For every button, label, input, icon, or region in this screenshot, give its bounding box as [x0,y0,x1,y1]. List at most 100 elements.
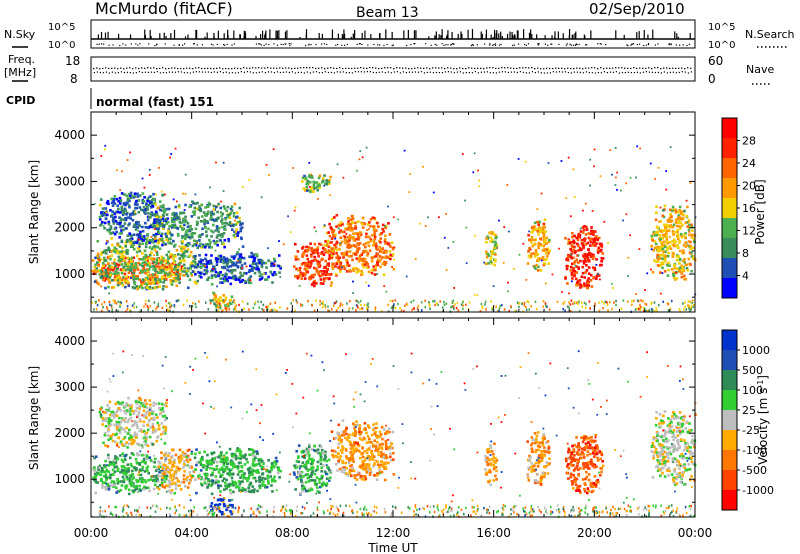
range-time-cell [195,223,199,226]
range-time-cell [116,479,119,483]
range-time-cell [224,275,227,278]
range-time-cell [236,265,240,268]
ground-scatter-cell [129,309,131,312]
ground-scatter-cell [462,300,464,304]
ground-scatter-cell [279,306,281,309]
range-time-cell [668,208,672,212]
range-time-cell [150,265,154,268]
ground-scatter-cell [111,308,114,311]
nave-point [243,71,245,73]
range-time-cell [595,235,598,238]
nave-point [321,72,323,74]
freq-point [573,68,575,70]
range-time-cell [110,201,114,205]
nave-point [504,71,506,73]
nsearch-point [290,43,292,45]
range-time-cell [158,220,162,224]
range-time-cell [677,255,680,258]
range-time-cell [249,255,253,258]
range-time-cell [176,271,179,274]
range-time-cell [162,466,166,470]
range-time-cell [194,254,197,258]
nave-point [546,72,548,74]
range-time-cell [115,210,118,214]
scatter-cell [393,258,395,261]
ground-scatter-cell [403,310,405,313]
scatter-cell [665,188,668,191]
range-time-cell [114,461,118,465]
range-time-cell [531,244,535,248]
range-time-cell [338,247,341,251]
ground-scatter-cell [319,299,322,303]
range-time-cell [148,278,152,281]
range-time-cell [225,273,228,276]
ground-scatter-cell [96,303,99,307]
range-time-cell [209,214,213,217]
ground-scatter-cell [188,304,191,308]
range-time-cell [565,267,569,271]
range-time-cell [215,303,219,307]
freq-point [249,67,251,69]
range-time-cell [97,269,101,272]
range-time-cell [258,261,262,265]
range-time-cell [142,210,146,214]
range-time-cell [138,488,142,491]
scatter-cell [635,293,638,296]
range-time-cell [164,242,167,246]
range-time-cell [686,220,690,224]
ground-scatter-cell [361,307,363,310]
range-time-cell [354,221,357,225]
nsearch-point [125,44,127,46]
freq-point [282,67,284,69]
range-time-cell [248,268,251,272]
range-time-cell [326,268,329,271]
range-time-cell [495,243,499,247]
scatter-cell [447,247,450,249]
range-time-cell [107,202,110,206]
range-time-cell [179,454,183,458]
range-time-cell [668,217,671,220]
nave-point [375,72,377,74]
range-time-cell [208,203,212,206]
nsearch-point [280,43,282,45]
nave-point [408,71,410,73]
ground-scatter-cell [644,302,647,306]
range-time-cell [659,240,663,244]
range-time-cell [685,263,689,267]
range-time-cell [331,231,334,234]
range-time-cell [222,279,226,283]
range-time-cell [330,281,334,284]
nave-point [303,72,305,74]
freq-point [168,67,170,70]
range-time-cell [676,235,680,239]
range-time-cell [178,217,181,221]
range-time-cell [109,257,112,261]
freq-point [393,68,395,70]
range-time-cell [99,275,103,279]
range-time-cell [216,217,219,220]
range-time-cell [206,261,210,264]
range-time-cell [176,216,179,220]
range-time-cell [247,270,251,274]
range-time-cell [656,258,660,262]
ground-scatter-cell [638,307,640,311]
range-time-cell [673,266,677,270]
range-time-cell [125,227,128,230]
range-time-cell [182,263,186,267]
range-time-cell [113,212,117,215]
ground-scatter-cell [400,309,403,312]
range-time-cell [101,486,104,489]
range-time-cell [224,221,227,225]
range-time-cell [653,246,657,250]
ground-scatter-cell [330,308,333,311]
range-time-cell [352,238,355,241]
range-time-cell [690,223,693,227]
range-time-cell [174,487,178,490]
range-time-cell [188,278,192,282]
range-time-cell [133,282,136,286]
scatter-cell [508,230,510,233]
ground-scatter-cell [339,304,341,308]
range-time-cell [122,212,126,215]
range-time-cell [163,266,167,269]
scatter-cell [356,169,358,172]
